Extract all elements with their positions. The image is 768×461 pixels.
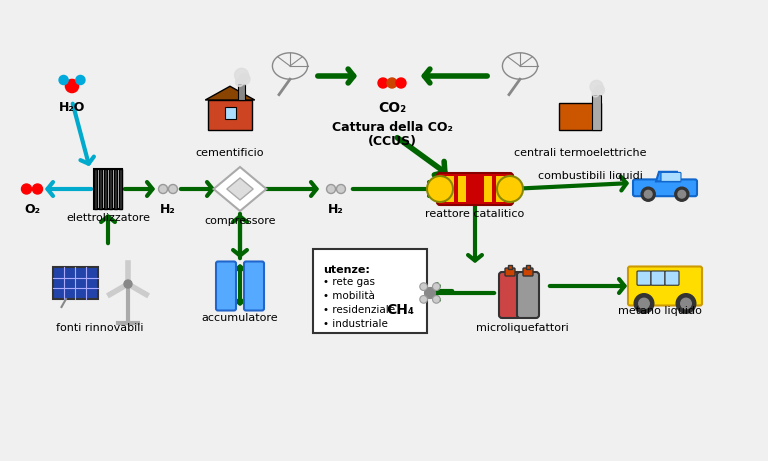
FancyBboxPatch shape: [651, 271, 665, 285]
FancyBboxPatch shape: [508, 265, 512, 269]
Text: H₂: H₂: [328, 203, 344, 216]
FancyBboxPatch shape: [109, 169, 112, 209]
Circle shape: [427, 176, 453, 202]
FancyBboxPatch shape: [628, 266, 702, 306]
FancyBboxPatch shape: [523, 268, 533, 276]
FancyBboxPatch shape: [104, 169, 107, 209]
FancyBboxPatch shape: [661, 172, 681, 182]
Text: centrali termoelettriche: centrali termoelettriche: [514, 148, 646, 158]
Circle shape: [425, 288, 435, 298]
Text: H₂: H₂: [160, 203, 176, 216]
Circle shape: [396, 78, 406, 88]
Text: elettrolizzatore: elettrolizzatore: [66, 213, 150, 223]
FancyBboxPatch shape: [633, 179, 697, 196]
Circle shape: [432, 296, 440, 303]
FancyBboxPatch shape: [244, 261, 264, 311]
Text: cementificio: cementificio: [196, 148, 264, 158]
FancyBboxPatch shape: [559, 103, 601, 130]
Circle shape: [634, 294, 654, 313]
Polygon shape: [205, 86, 255, 100]
FancyBboxPatch shape: [517, 272, 539, 318]
Circle shape: [639, 298, 649, 309]
FancyBboxPatch shape: [484, 176, 492, 202]
Circle shape: [158, 184, 167, 194]
Circle shape: [680, 298, 691, 309]
Text: fonti rinnovabili: fonti rinnovabili: [56, 323, 144, 333]
Circle shape: [378, 78, 388, 88]
Circle shape: [497, 176, 523, 202]
Circle shape: [432, 283, 440, 290]
FancyBboxPatch shape: [224, 107, 236, 119]
FancyBboxPatch shape: [313, 249, 427, 333]
Circle shape: [239, 74, 250, 85]
Text: • industriale: • industriale: [323, 319, 388, 329]
Circle shape: [76, 76, 85, 84]
Circle shape: [420, 283, 428, 290]
Circle shape: [32, 184, 42, 194]
FancyBboxPatch shape: [94, 169, 97, 209]
Text: metano liquido: metano liquido: [618, 306, 702, 316]
Circle shape: [234, 68, 249, 82]
Text: (CCUS): (CCUS): [368, 135, 416, 148]
Circle shape: [59, 76, 68, 84]
Circle shape: [22, 184, 31, 194]
FancyBboxPatch shape: [496, 176, 504, 202]
Circle shape: [168, 184, 177, 194]
FancyBboxPatch shape: [637, 271, 651, 285]
FancyBboxPatch shape: [114, 169, 117, 209]
FancyBboxPatch shape: [238, 83, 245, 100]
Text: reattore catalitico: reattore catalitico: [425, 209, 525, 219]
FancyBboxPatch shape: [94, 169, 122, 209]
FancyBboxPatch shape: [592, 95, 601, 130]
FancyBboxPatch shape: [458, 176, 466, 202]
FancyBboxPatch shape: [99, 169, 101, 209]
Text: accumulatore: accumulatore: [202, 313, 278, 323]
Circle shape: [641, 187, 655, 201]
Text: • residenziale: • residenziale: [323, 305, 395, 315]
FancyBboxPatch shape: [526, 265, 530, 269]
Text: combustibili liquidi: combustibili liquidi: [538, 171, 643, 181]
Text: Cattura della CO₂: Cattura della CO₂: [332, 121, 452, 134]
FancyBboxPatch shape: [208, 100, 252, 130]
Circle shape: [590, 80, 603, 93]
Circle shape: [644, 190, 652, 198]
Circle shape: [124, 280, 132, 288]
FancyBboxPatch shape: [505, 268, 515, 276]
FancyBboxPatch shape: [499, 272, 521, 318]
FancyBboxPatch shape: [216, 261, 236, 311]
Circle shape: [678, 190, 686, 198]
Polygon shape: [656, 172, 680, 181]
Circle shape: [326, 184, 336, 194]
Circle shape: [65, 79, 78, 93]
Text: • rete gas: • rete gas: [323, 277, 375, 287]
FancyBboxPatch shape: [446, 176, 454, 202]
FancyBboxPatch shape: [52, 267, 98, 299]
Circle shape: [675, 187, 689, 201]
Circle shape: [592, 90, 599, 97]
Text: utenze:: utenze:: [323, 265, 370, 275]
Text: • mobilità: • mobilità: [323, 291, 375, 301]
Polygon shape: [214, 167, 266, 211]
Text: microliquefattori: microliquefattori: [475, 323, 568, 333]
Circle shape: [387, 78, 397, 88]
Circle shape: [336, 184, 346, 194]
Text: CO₂: CO₂: [378, 101, 406, 115]
Circle shape: [676, 294, 696, 313]
Circle shape: [420, 296, 428, 303]
Circle shape: [236, 78, 243, 86]
FancyBboxPatch shape: [437, 173, 513, 205]
Polygon shape: [227, 178, 253, 200]
Circle shape: [594, 85, 604, 95]
Text: H₂O: H₂O: [59, 101, 85, 114]
FancyBboxPatch shape: [120, 169, 122, 209]
Text: O₂: O₂: [24, 203, 40, 216]
Text: CH₄: CH₄: [386, 303, 414, 317]
FancyBboxPatch shape: [665, 271, 679, 285]
Text: compressore: compressore: [204, 216, 276, 226]
